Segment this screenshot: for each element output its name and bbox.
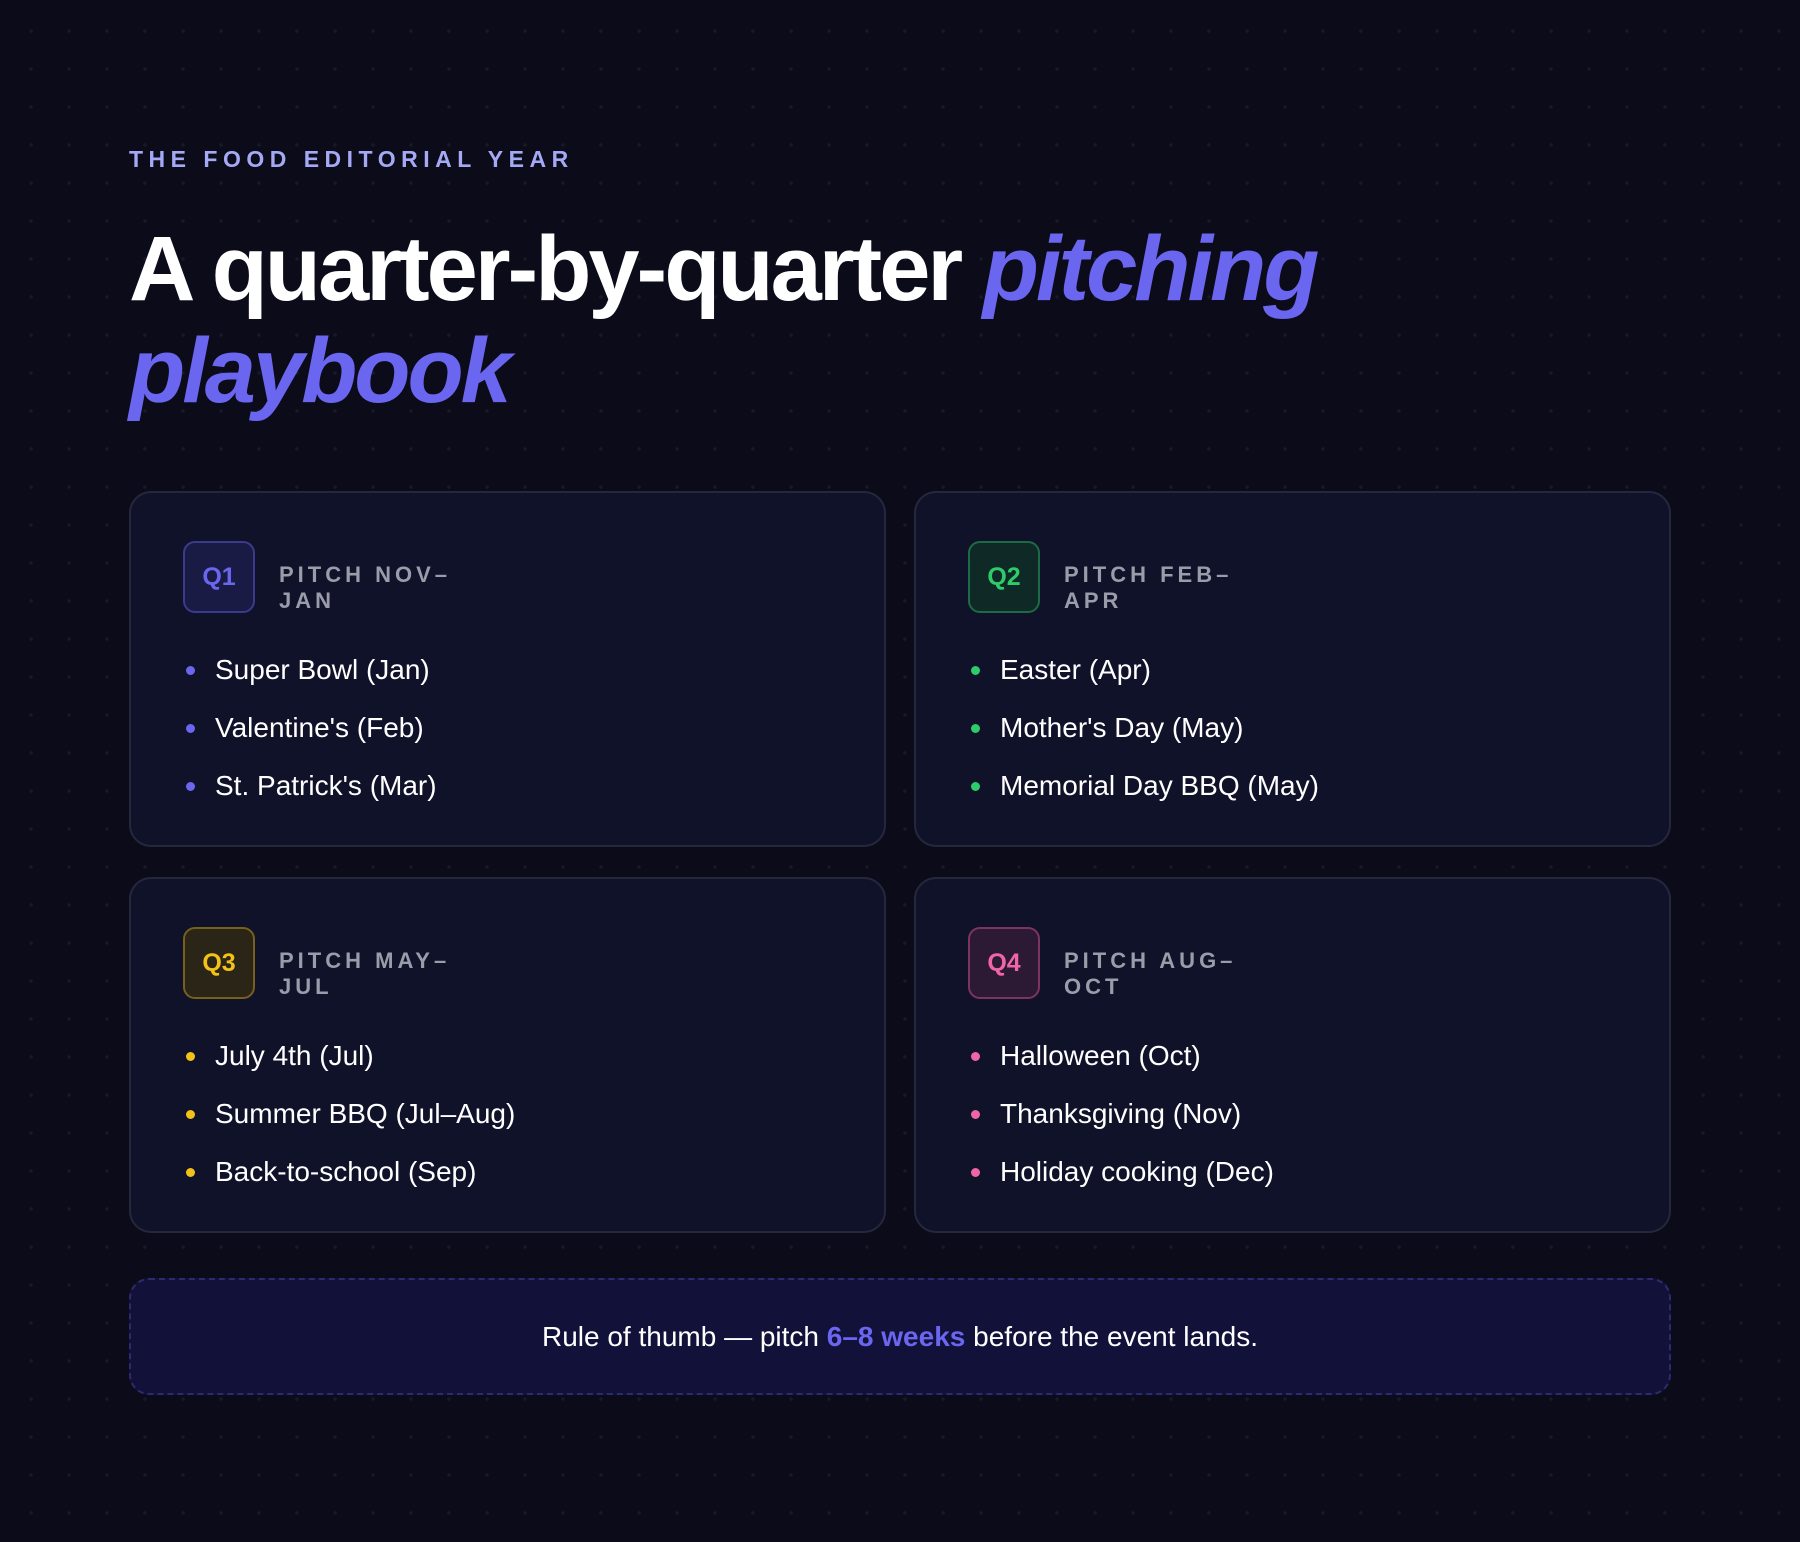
event-label: Super Bowl (Jan) [215,654,430,685]
event-label: St. Patrick's (Mar) [215,770,437,801]
list-item: Memorial Day BBQ (May) [968,757,1617,815]
list-item: Back-to-school (Sep) [183,1143,832,1201]
pitch-window: PITCH FEB–APR [1064,562,1233,613]
quarter-badge: Q4 [968,927,1040,999]
event-label: Mother's Day (May) [1000,712,1244,743]
quarter-card-q3: Q3 PITCH MAY–JUL July 4th (Jul) Summer B… [129,877,886,1233]
list-item: Holiday cooking (Dec) [968,1143,1617,1201]
quarter-card-q4: Q4 PITCH AUG–OCT Halloween (Oct) Thanksg… [914,877,1671,1233]
list-item: Super Bowl (Jan) [183,641,832,699]
bullet-dot-icon [186,781,195,791]
list-item: Easter (Apr) [968,641,1617,699]
event-list: Super Bowl (Jan) Valentine's (Feb) St. P… [183,641,832,815]
list-item: Halloween (Oct) [968,1027,1617,1085]
event-label: July 4th (Jul) [215,1040,374,1071]
event-label: Back-to-school (Sep) [215,1156,477,1187]
rule-highlight: 6–8 weeks [826,1320,966,1352]
event-label: Halloween (Oct) [1000,1040,1201,1071]
list-item: Summer BBQ (Jul–Aug) [183,1085,832,1143]
list-item: July 4th (Jul) [183,1027,832,1085]
quarter-badge: Q3 [183,927,255,999]
bullet-dot-icon [971,1051,980,1061]
quarter-badge: Q1 [183,541,255,613]
event-list: Halloween (Oct) Thanksgiving (Nov) Holid… [968,1027,1617,1201]
list-item: St. Patrick's (Mar) [183,757,832,815]
bullet-dot-icon [971,781,980,791]
card-header: Q1 PITCH NOV–JAN [183,541,832,613]
headline: A quarter-by-quarter pitching playbook [129,218,1671,422]
eyebrow-label: THE FOOD EDITORIAL YEAR [129,146,574,172]
quarter-card-q2: Q2 PITCH FEB–APR Easter (Apr) Mother's D… [914,491,1671,847]
bullet-dot-icon [186,1109,195,1119]
quarter-badge: Q2 [968,541,1040,613]
quarter-grid: Q1 PITCH NOV–JAN Super Bowl (Jan) Valent… [129,491,1671,1233]
event-label: Thanksgiving (Nov) [1000,1098,1242,1129]
list-item: Thanksgiving (Nov) [968,1085,1617,1143]
pitch-window: PITCH NOV–JAN [279,562,452,613]
rule-text-before: Rule of thumb — pitch [541,1320,827,1352]
headline-accent: pitching playbook [129,218,1319,422]
event-list: July 4th (Jul) Summer BBQ (Jul–Aug) Back… [183,1027,832,1201]
list-item: Valentine's (Feb) [183,699,832,757]
bullet-dot-icon [186,1167,195,1177]
rule-of-thumb-callout: Rule of thumb — pitch 6–8 weeks before t… [129,1278,1671,1395]
bullet-dot-icon [971,1109,980,1119]
bullet-dot-icon [971,1167,980,1177]
rule-text-after: before the event lands. [965,1320,1259,1352]
event-label: Holiday cooking (Dec) [1000,1156,1274,1187]
event-label: Summer BBQ (Jul–Aug) [215,1098,516,1129]
event-label: Valentine's (Feb) [215,712,424,743]
card-header: Q3 PITCH MAY–JUL [183,927,832,999]
event-label: Memorial Day BBQ (May) [1000,770,1319,801]
headline-plain: A quarter-by-quarter [129,218,983,320]
event-list: Easter (Apr) Mother's Day (May) Memorial… [968,641,1617,815]
pitch-window: PITCH MAY–JUL [279,948,451,999]
bullet-dot-icon [186,665,195,675]
bullet-dot-icon [971,723,980,733]
bullet-dot-icon [186,723,195,733]
card-header: Q4 PITCH AUG–OCT [968,927,1617,999]
list-item: Mother's Day (May) [968,699,1617,757]
pitch-window: PITCH AUG–OCT [1064,948,1237,999]
event-label: Easter (Apr) [1000,654,1151,685]
bullet-dot-icon [186,1051,195,1061]
card-header: Q2 PITCH FEB–APR [968,541,1617,613]
quarter-card-q1: Q1 PITCH NOV–JAN Super Bowl (Jan) Valent… [129,491,886,847]
bullet-dot-icon [971,665,980,675]
